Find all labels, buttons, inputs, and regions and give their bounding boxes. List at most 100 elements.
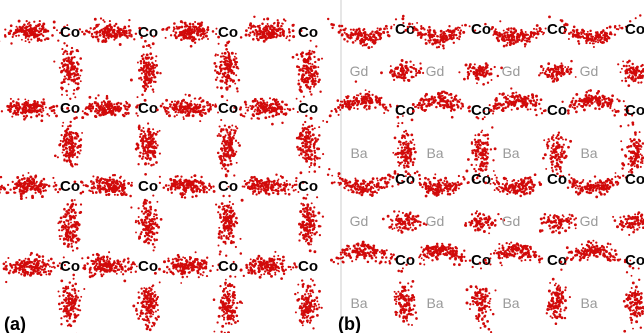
panel-b: Co Gd Co Ba Co Gd Co Ba Co Gd Co Ba Co Gd Co Ba Co Gd Co Ba… xyxy=(322,14,644,333)
cluster-arc-lower xyxy=(322,80,400,125)
co-label: Co xyxy=(60,100,80,117)
cluster-arc-upper xyxy=(473,154,568,198)
ba-label: Ba xyxy=(350,145,367,161)
co-label: Co xyxy=(218,258,238,275)
cluster-vertical xyxy=(298,193,325,254)
gd-label: Gd xyxy=(502,213,521,229)
gd-label: Gd xyxy=(580,63,599,79)
ba-label: Ba xyxy=(350,295,367,311)
co-label: Co xyxy=(395,171,415,188)
gd-label: Gd xyxy=(502,63,521,79)
panel-a-label: (a) xyxy=(4,314,26,333)
cluster-arc-lower xyxy=(551,239,640,281)
cluster-small xyxy=(538,59,577,83)
cluster-horizontal xyxy=(81,94,142,120)
cluster-vertical xyxy=(622,274,644,333)
co-label: Co xyxy=(547,252,567,269)
cluster-horizontal xyxy=(0,97,70,123)
cluster-vertical xyxy=(393,280,418,326)
ba-label: Ba xyxy=(580,295,597,311)
cluster-vertical xyxy=(620,124,644,174)
cluster-horizontal xyxy=(0,171,83,201)
cluster-horizontal xyxy=(226,97,299,126)
cluster-arc-lower xyxy=(401,242,472,270)
co-label: Co xyxy=(298,178,318,195)
cluster-horizontal xyxy=(241,173,305,196)
co-label: Co xyxy=(625,171,644,188)
cluster-vertical xyxy=(129,36,162,102)
cluster-small xyxy=(612,211,644,236)
cluster-arc-upper xyxy=(484,15,551,48)
gd-label: Gd xyxy=(580,213,599,229)
cluster-arc-upper xyxy=(326,14,405,50)
cluster-arc-lower xyxy=(481,87,547,121)
cluster-horizontal xyxy=(0,19,66,45)
co-label: Co xyxy=(298,258,318,275)
cluster-vertical xyxy=(465,285,497,333)
cluster-horizontal xyxy=(158,174,216,199)
cluster-vertical xyxy=(130,194,163,252)
cluster-vertical xyxy=(57,199,83,259)
cluster-vertical xyxy=(291,39,324,103)
cluster-vertical xyxy=(212,269,244,333)
co-label: Co xyxy=(471,171,491,188)
cluster-vertical xyxy=(392,121,417,186)
cluster-small xyxy=(381,210,428,234)
co-label: Co xyxy=(625,102,644,119)
cluster-arc-lower xyxy=(561,89,635,128)
cluster-small xyxy=(458,62,503,86)
cluster-vertical xyxy=(542,131,573,178)
cluster-vertical xyxy=(215,185,244,256)
cluster-arc-lower xyxy=(396,90,480,128)
cluster-arc-lower xyxy=(330,240,404,273)
co-label: Co xyxy=(547,171,567,188)
cluster-horizontal xyxy=(138,20,220,48)
cluster-arc-lower xyxy=(471,241,544,270)
cluster-arc-upper xyxy=(326,167,397,197)
co-label: Co xyxy=(547,21,567,38)
co-label: Co xyxy=(547,102,567,119)
cluster-vertical xyxy=(53,110,84,168)
cluster-small xyxy=(538,212,578,235)
ba-label: Ba xyxy=(580,145,597,161)
ba-label: Ba xyxy=(426,295,443,311)
cluster-arc-upper xyxy=(559,164,634,199)
cluster-horizontal xyxy=(239,15,303,43)
cluster-small xyxy=(464,210,506,235)
ba-label: Ba xyxy=(426,145,443,161)
cluster-vertical xyxy=(132,271,161,332)
co-label: Co xyxy=(625,21,644,38)
cluster-vertical xyxy=(57,273,86,333)
co-label: Co xyxy=(471,102,491,119)
co-label: Co xyxy=(60,258,80,275)
cluster-small xyxy=(617,59,644,87)
co-label: Co xyxy=(471,21,491,38)
co-label: Co xyxy=(138,178,158,195)
cluster-vertical xyxy=(134,122,161,176)
gd-label: Gd xyxy=(426,63,445,79)
co-label: Co xyxy=(138,100,158,117)
cluster-vertical xyxy=(295,114,325,183)
cluster-vertical xyxy=(467,126,497,180)
cluster-horizontal xyxy=(81,251,138,283)
co-label: Co xyxy=(298,24,318,41)
ba-label: Ba xyxy=(502,145,519,161)
gd-label: Gd xyxy=(426,213,445,229)
gd-label: Gd xyxy=(350,213,369,229)
cluster-vertical xyxy=(545,281,571,325)
cluster-horizontal xyxy=(158,251,228,284)
cluster-vertical xyxy=(213,40,241,109)
panel-b-label: (b) xyxy=(338,314,361,333)
cluster-vertical xyxy=(53,33,83,110)
co-label: Co xyxy=(218,24,238,41)
co-label: Co xyxy=(471,252,491,269)
cluster-arc-upper xyxy=(559,14,642,49)
gd-label: Gd xyxy=(350,63,369,79)
co-label: Co xyxy=(138,258,158,275)
co-label: Co xyxy=(218,100,238,117)
co-label: Co xyxy=(298,100,318,117)
co-label: Co xyxy=(60,24,80,41)
cluster-vertical xyxy=(294,278,323,330)
